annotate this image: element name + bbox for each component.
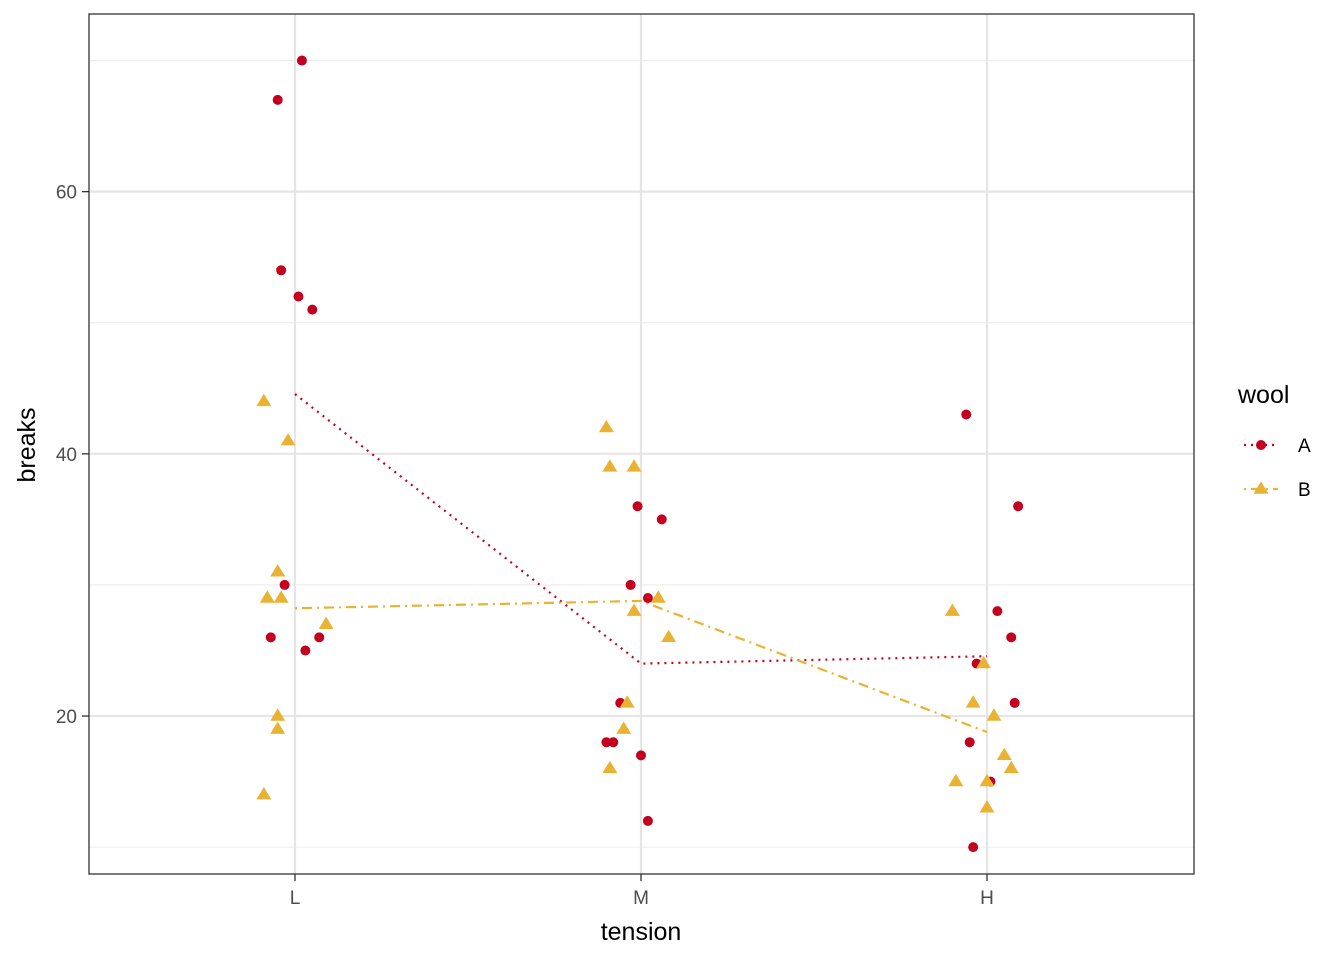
data-point-a <box>642 815 653 826</box>
data-point-a <box>276 265 287 276</box>
grid-lines <box>89 14 1194 874</box>
y-tick-label: 20 <box>56 707 77 728</box>
data-point-b <box>256 787 272 800</box>
data-point-b <box>256 393 272 407</box>
data-point-a <box>293 291 304 302</box>
data-point-b <box>979 800 995 813</box>
data-point-a <box>964 737 975 748</box>
data-point-b <box>270 564 286 577</box>
data-point-b <box>948 773 964 787</box>
data-point-a <box>1006 632 1017 643</box>
data-point-b <box>1003 760 1019 774</box>
data-point-b <box>626 459 642 472</box>
legend-label-a: A <box>1298 436 1311 457</box>
data-point-b <box>598 419 614 433</box>
data-point-a <box>636 750 646 761</box>
data-point-b <box>986 708 1002 721</box>
data-points <box>256 55 1024 853</box>
y-axis-title: breaks <box>13 407 41 482</box>
data-point-a <box>1009 697 1020 708</box>
data-point-b <box>944 603 960 616</box>
data-point-b <box>619 695 635 708</box>
legend-key-marker <box>1253 481 1269 494</box>
x-tick-label: H <box>980 888 994 909</box>
data-point-a <box>625 579 636 590</box>
data-point-a <box>656 514 667 525</box>
data-point-a <box>279 579 290 590</box>
data-point-a <box>296 55 307 66</box>
x-tick-label: M <box>633 888 649 909</box>
data-point-b <box>259 590 275 603</box>
data-point-a <box>272 94 283 105</box>
data-point-a <box>1013 501 1024 512</box>
data-point-b <box>270 708 286 721</box>
series-b-mean-line <box>294 599 988 734</box>
data-point-b <box>318 616 334 629</box>
data-point-b <box>996 747 1012 761</box>
data-point-a <box>300 645 311 656</box>
data-point-b <box>661 629 677 643</box>
data-point-b <box>979 773 995 787</box>
data-point-a <box>992 606 1003 617</box>
data-point-a <box>642 593 653 604</box>
data-point-b <box>270 721 286 734</box>
x-tick-label: L <box>290 888 301 909</box>
legend-key-marker <box>1256 440 1266 450</box>
y-tick-label: 60 <box>56 183 77 204</box>
data-point-b <box>616 721 632 734</box>
data-point-a <box>314 632 325 643</box>
legend-label-b: B <box>1298 480 1311 501</box>
legend-title: wool <box>1237 381 1289 409</box>
data-point-b <box>273 590 289 603</box>
data-point-b <box>965 695 981 708</box>
data-point-a <box>608 737 619 748</box>
data-point-b <box>650 590 666 603</box>
data-point-b <box>602 760 618 774</box>
legend: wool A B <box>1237 381 1311 501</box>
data-point-a <box>601 737 612 748</box>
data-point-a <box>265 632 276 643</box>
y-tick-label: 40 <box>56 445 77 466</box>
data-point-b <box>602 459 618 472</box>
data-point-a <box>632 501 643 512</box>
y-axis: 20 40 60 <box>56 183 89 728</box>
legend-key-a <box>1244 440 1278 450</box>
data-point-b <box>976 655 992 669</box>
data-point-b <box>280 433 296 446</box>
mean-lines <box>294 393 988 734</box>
data-point-b <box>626 603 642 616</box>
x-axis-title: tension <box>601 918 682 946</box>
legend-key-b <box>1244 481 1278 494</box>
data-point-a <box>968 842 979 853</box>
data-point-a <box>307 304 318 315</box>
data-point-a <box>961 409 972 420</box>
